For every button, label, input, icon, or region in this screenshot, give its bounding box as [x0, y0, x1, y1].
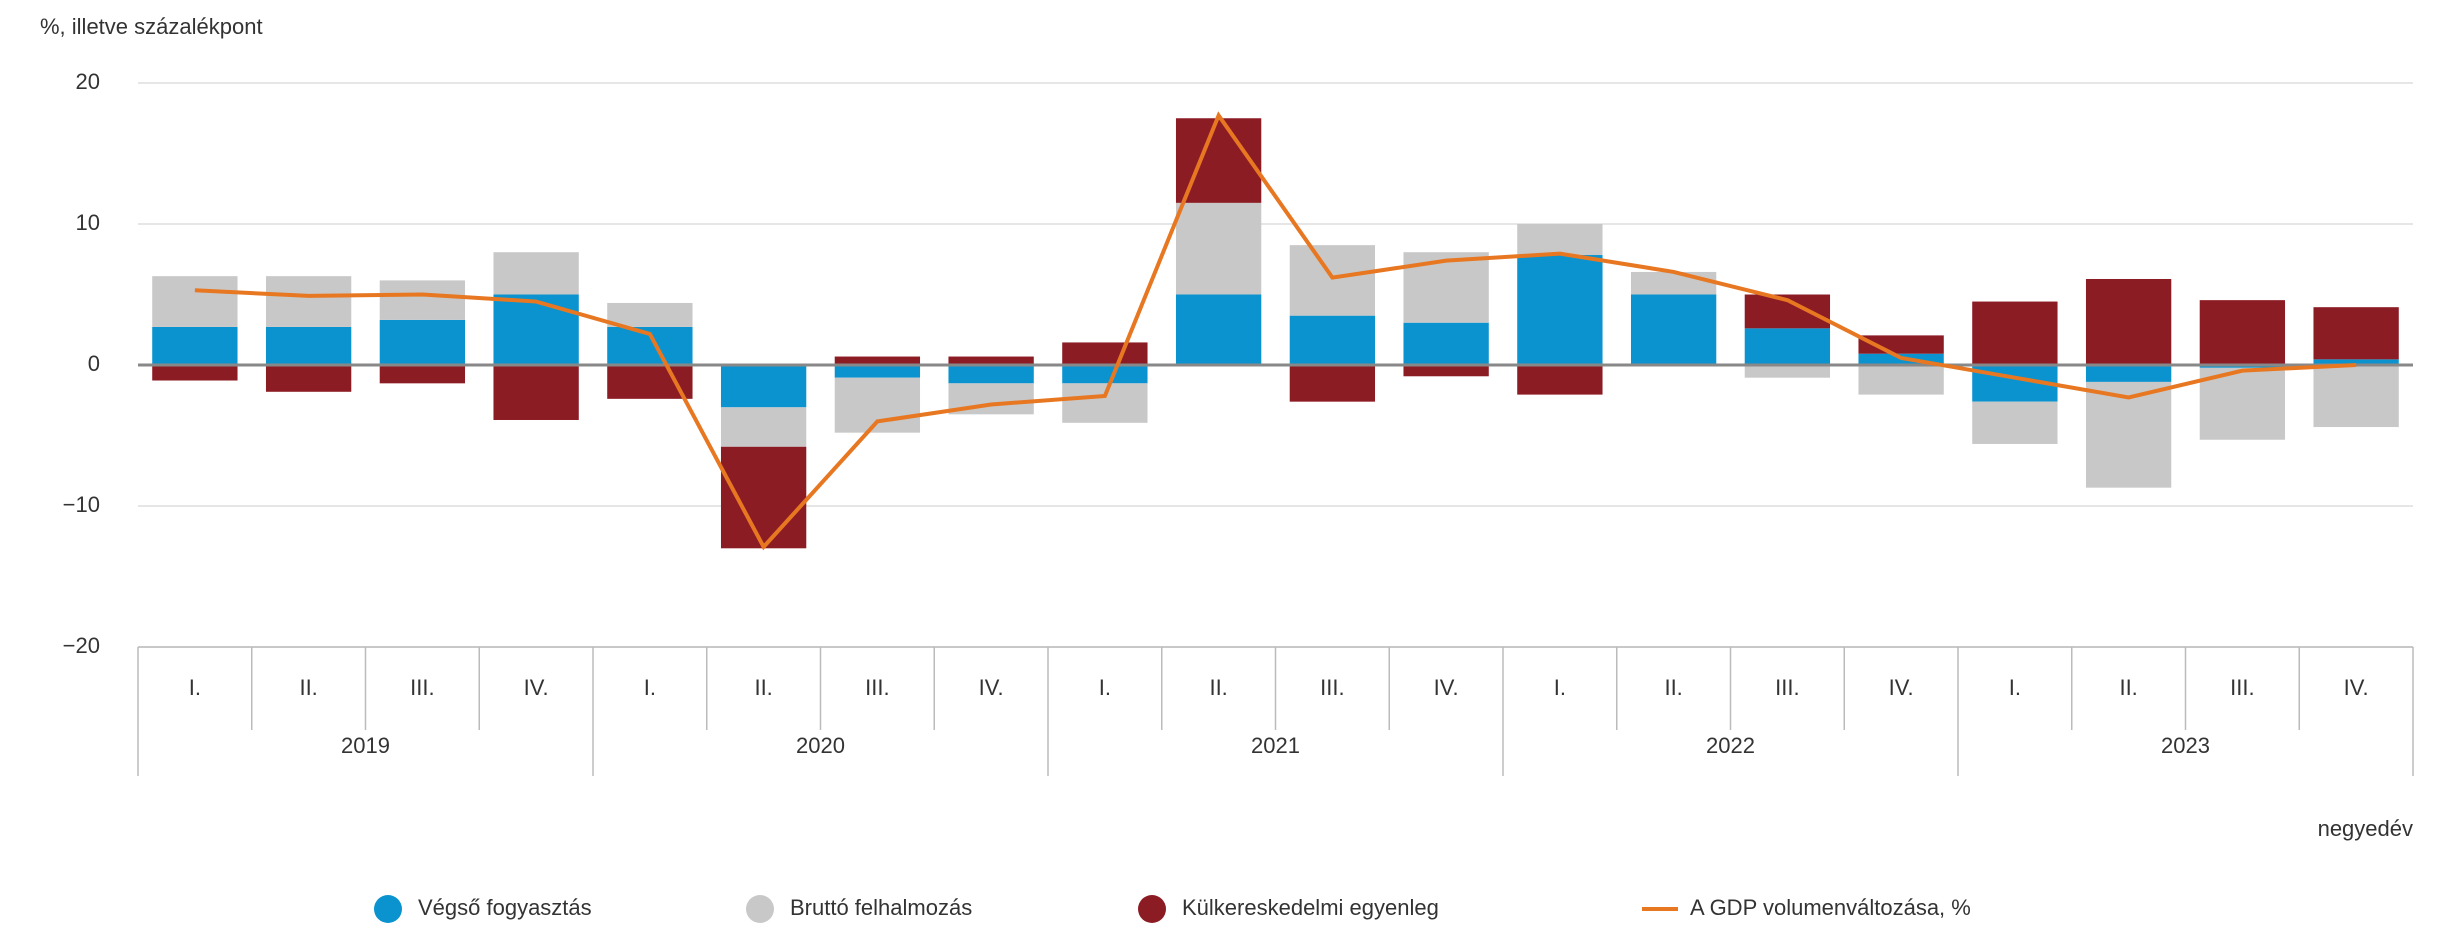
y-tick-label: −20 — [63, 633, 100, 658]
bar — [493, 252, 579, 295]
legend-swatch — [746, 895, 774, 923]
bar — [1744, 365, 1831, 378]
x-tick-label: IV. — [2344, 675, 2369, 700]
bar — [834, 377, 921, 433]
y-tick-label: 10 — [76, 210, 100, 235]
legend-label: Végső fogyasztás — [418, 895, 592, 920]
legend-swatch — [374, 895, 402, 923]
legend-swatch — [1138, 895, 1166, 923]
bar — [1175, 202, 1262, 295]
bar — [1403, 322, 1489, 365]
bar — [152, 326, 238, 365]
x-tick-label: IV. — [524, 675, 549, 700]
x-tick-label: II. — [754, 675, 772, 700]
bar — [2313, 365, 2399, 428]
y-tick-label: 0 — [88, 351, 100, 376]
bar — [1744, 328, 1831, 365]
bar — [1517, 224, 1603, 256]
bar — [493, 365, 579, 420]
bar — [1175, 294, 1262, 365]
x-tick-label: II. — [299, 675, 317, 700]
bar — [265, 276, 352, 327]
bar — [834, 365, 921, 378]
x-tick-label: III. — [1775, 675, 1799, 700]
bar — [2199, 367, 2286, 440]
x-tick-label: IV. — [1889, 675, 1914, 700]
y-tick-label: 20 — [76, 69, 100, 94]
x-axis-label: negyedév — [2318, 816, 2413, 841]
legend-label: A GDP volumenváltozása, % — [1690, 895, 1971, 920]
x-tick-label: III. — [1320, 675, 1344, 700]
x-tick-label: IV. — [979, 675, 1004, 700]
bar — [1403, 365, 1489, 377]
x-tick-label: II. — [1664, 675, 1682, 700]
bar — [1289, 365, 1376, 402]
bar — [1062, 383, 1148, 423]
bar — [152, 365, 238, 381]
bar — [265, 326, 352, 365]
year-label: 2019 — [341, 733, 390, 758]
line — [194, 111, 2357, 551]
x-tick-label: IV. — [1434, 675, 1459, 700]
bar — [1062, 365, 1148, 384]
bar — [948, 356, 1034, 365]
legend-label: Külkereskedelmi egyenleg — [1182, 895, 1439, 920]
bar — [1630, 271, 1717, 295]
year-label: 2020 — [796, 733, 845, 758]
x-tick-label: II. — [1209, 675, 1227, 700]
bar — [1972, 401, 2058, 444]
bar — [1517, 365, 1603, 395]
bar — [1062, 342, 1148, 365]
bar — [265, 365, 352, 392]
bar — [2313, 307, 2399, 360]
bar — [720, 407, 807, 447]
bar — [2085, 365, 2172, 382]
x-tick-label: III. — [2230, 675, 2254, 700]
bar — [2085, 381, 2172, 488]
year-label: 2022 — [1706, 733, 1755, 758]
bar — [379, 319, 466, 365]
x-tick-label: I. — [189, 675, 201, 700]
bar — [948, 365, 1034, 384]
x-tick-label: I. — [2009, 675, 2021, 700]
bar — [493, 294, 579, 365]
year-label: 2021 — [1251, 733, 1300, 758]
bar — [720, 446, 807, 549]
legend-label: Bruttó felhalmozás — [790, 895, 972, 920]
x-tick-label: II. — [2119, 675, 2137, 700]
bar — [720, 365, 807, 408]
y-axis-label: %, illetve százalékpont — [40, 14, 263, 39]
bar — [379, 365, 466, 384]
bar — [2199, 300, 2286, 365]
x-tick-label: III. — [410, 675, 434, 700]
bar — [2085, 278, 2172, 365]
bar — [834, 356, 921, 365]
bar — [1289, 245, 1376, 316]
bar — [1972, 301, 2058, 365]
year-label: 2023 — [2161, 733, 2210, 758]
bar — [1858, 365, 1944, 395]
bar — [379, 280, 466, 320]
bar — [607, 302, 693, 327]
y-tick-label: −10 — [63, 492, 100, 517]
bar — [2313, 359, 2399, 365]
bar — [1289, 315, 1376, 365]
x-tick-label: I. — [644, 675, 656, 700]
x-tick-label: I. — [1554, 675, 1566, 700]
bar — [607, 365, 693, 399]
bar — [152, 276, 238, 327]
x-tick-label: I. — [1099, 675, 1111, 700]
bar — [1403, 252, 1489, 323]
x-tick-label: III. — [865, 675, 889, 700]
bar — [1517, 255, 1603, 365]
bar — [1630, 294, 1717, 365]
